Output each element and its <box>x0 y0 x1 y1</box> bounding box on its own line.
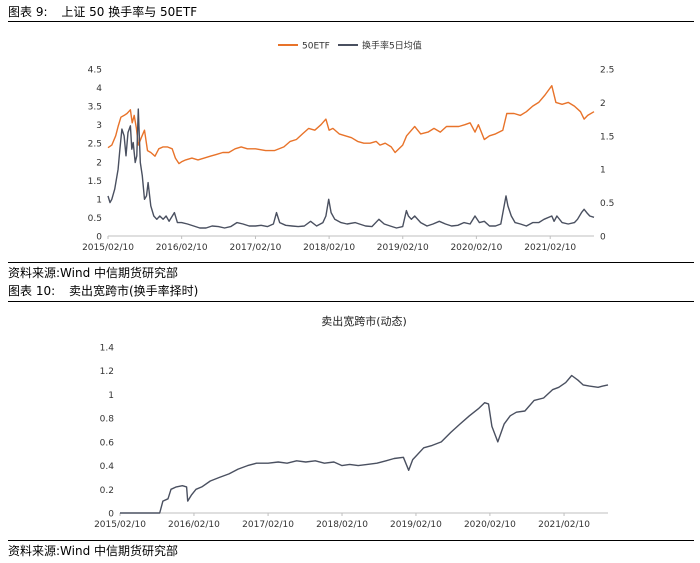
series-line-etf <box>107 84 595 165</box>
y-left-tick-label: 2.5 <box>88 140 102 150</box>
y-tick-label: 0.2 <box>100 486 114 496</box>
x-tick-label: 2019/02/10 <box>377 243 429 253</box>
figure1-source: 资料来源:Wind 中信期货研究部 <box>8 266 179 280</box>
chart-turnover-vs-50etf: 0 0.5 1 1.5 2 2.5 3 3.5 4 4.5 0 0.5 1 1.5 2 2.5 2015/02/… <box>82 40 614 254</box>
y-tick-label: 1.4 <box>100 344 115 354</box>
y-tick-label: 1.2 <box>100 367 114 377</box>
chart2-title: 卖出宽跨市(动态) <box>321 314 407 328</box>
x-tick-label: 2021/02/10 <box>538 520 590 530</box>
y-left-tick-label: 4.5 <box>88 66 102 76</box>
figure2-title: 图表 10: 卖出宽跨市(换手率择时) <box>8 283 198 299</box>
y-left-tick-label: 2 <box>96 158 102 168</box>
x-tick-label: 2017/02/10 <box>242 520 294 530</box>
y-left-tick-label: 1 <box>96 195 102 205</box>
figure1-top-rule <box>8 21 694 22</box>
figure1-title: 图表 9: 上证 50 换手率与 50ETF <box>8 4 197 20</box>
x-tick-label: 2020/02/10 <box>464 520 516 530</box>
y-tick-label: 0.8 <box>100 415 115 425</box>
y-tick-label: 0.6 <box>100 438 115 448</box>
figure2-source: 资料来源:Wind 中信期货研究部 <box>8 544 179 558</box>
series-line-strategy <box>120 374 609 514</box>
legend-label: 换手率5日均值 <box>362 40 422 52</box>
figure1-title-text: 上证 50 换手率与 50ETF <box>61 5 198 19</box>
y-right-tick-label: 0 <box>600 233 606 243</box>
y-right-tick-label: 2 <box>600 99 606 109</box>
y-right-tick-label: 0.5 <box>600 199 614 209</box>
y-tick-label: 0.4 <box>100 462 115 472</box>
x-tick-label: 2017/02/10 <box>230 243 282 253</box>
x-tick-label: 2016/02/10 <box>156 243 208 253</box>
y-right-tick-label: 1.5 <box>600 132 614 142</box>
figure1-bottom-rule <box>8 262 694 263</box>
x-tick-label: 2021/02/10 <box>524 243 576 253</box>
x-tick-label: 2016/02/10 <box>168 520 220 530</box>
figure1-label: 图表 9: <box>8 5 48 19</box>
y-left-tick-label: 3 <box>96 121 102 131</box>
y-left-tick-label: 3.5 <box>88 103 102 113</box>
y-tick-label: 0 <box>108 510 114 520</box>
y-tick-label: 1 <box>108 391 114 401</box>
y-right-tick-label: 1 <box>600 166 606 176</box>
x-tick-label: 2018/02/10 <box>316 520 368 530</box>
figure2-bottom-rule <box>8 540 694 541</box>
x-tick-label: 2020/02/10 <box>450 243 502 253</box>
y-left-tick-label: 4 <box>96 84 102 94</box>
y-left-tick-label: 1.5 <box>88 177 102 187</box>
x-tick-label: 2019/02/10 <box>390 520 442 530</box>
x-tick-label: 2015/02/10 <box>94 520 146 530</box>
legend-label: 50ETF <box>302 42 330 52</box>
figure2-title-text: 卖出宽跨市(换手率择时) <box>68 284 199 298</box>
y-left-tick-label: 0.5 <box>88 214 102 224</box>
x-tick-label: 2018/02/10 <box>303 243 355 253</box>
y-left-tick-label: 0 <box>96 233 102 243</box>
figure2-top-rule <box>8 301 694 302</box>
y-right-tick-label: 2.5 <box>600 66 614 76</box>
figure2-label: 图表 10: <box>8 284 56 298</box>
series-line-turnover <box>107 108 595 229</box>
x-tick-label: 2015/02/10 <box>82 243 134 253</box>
